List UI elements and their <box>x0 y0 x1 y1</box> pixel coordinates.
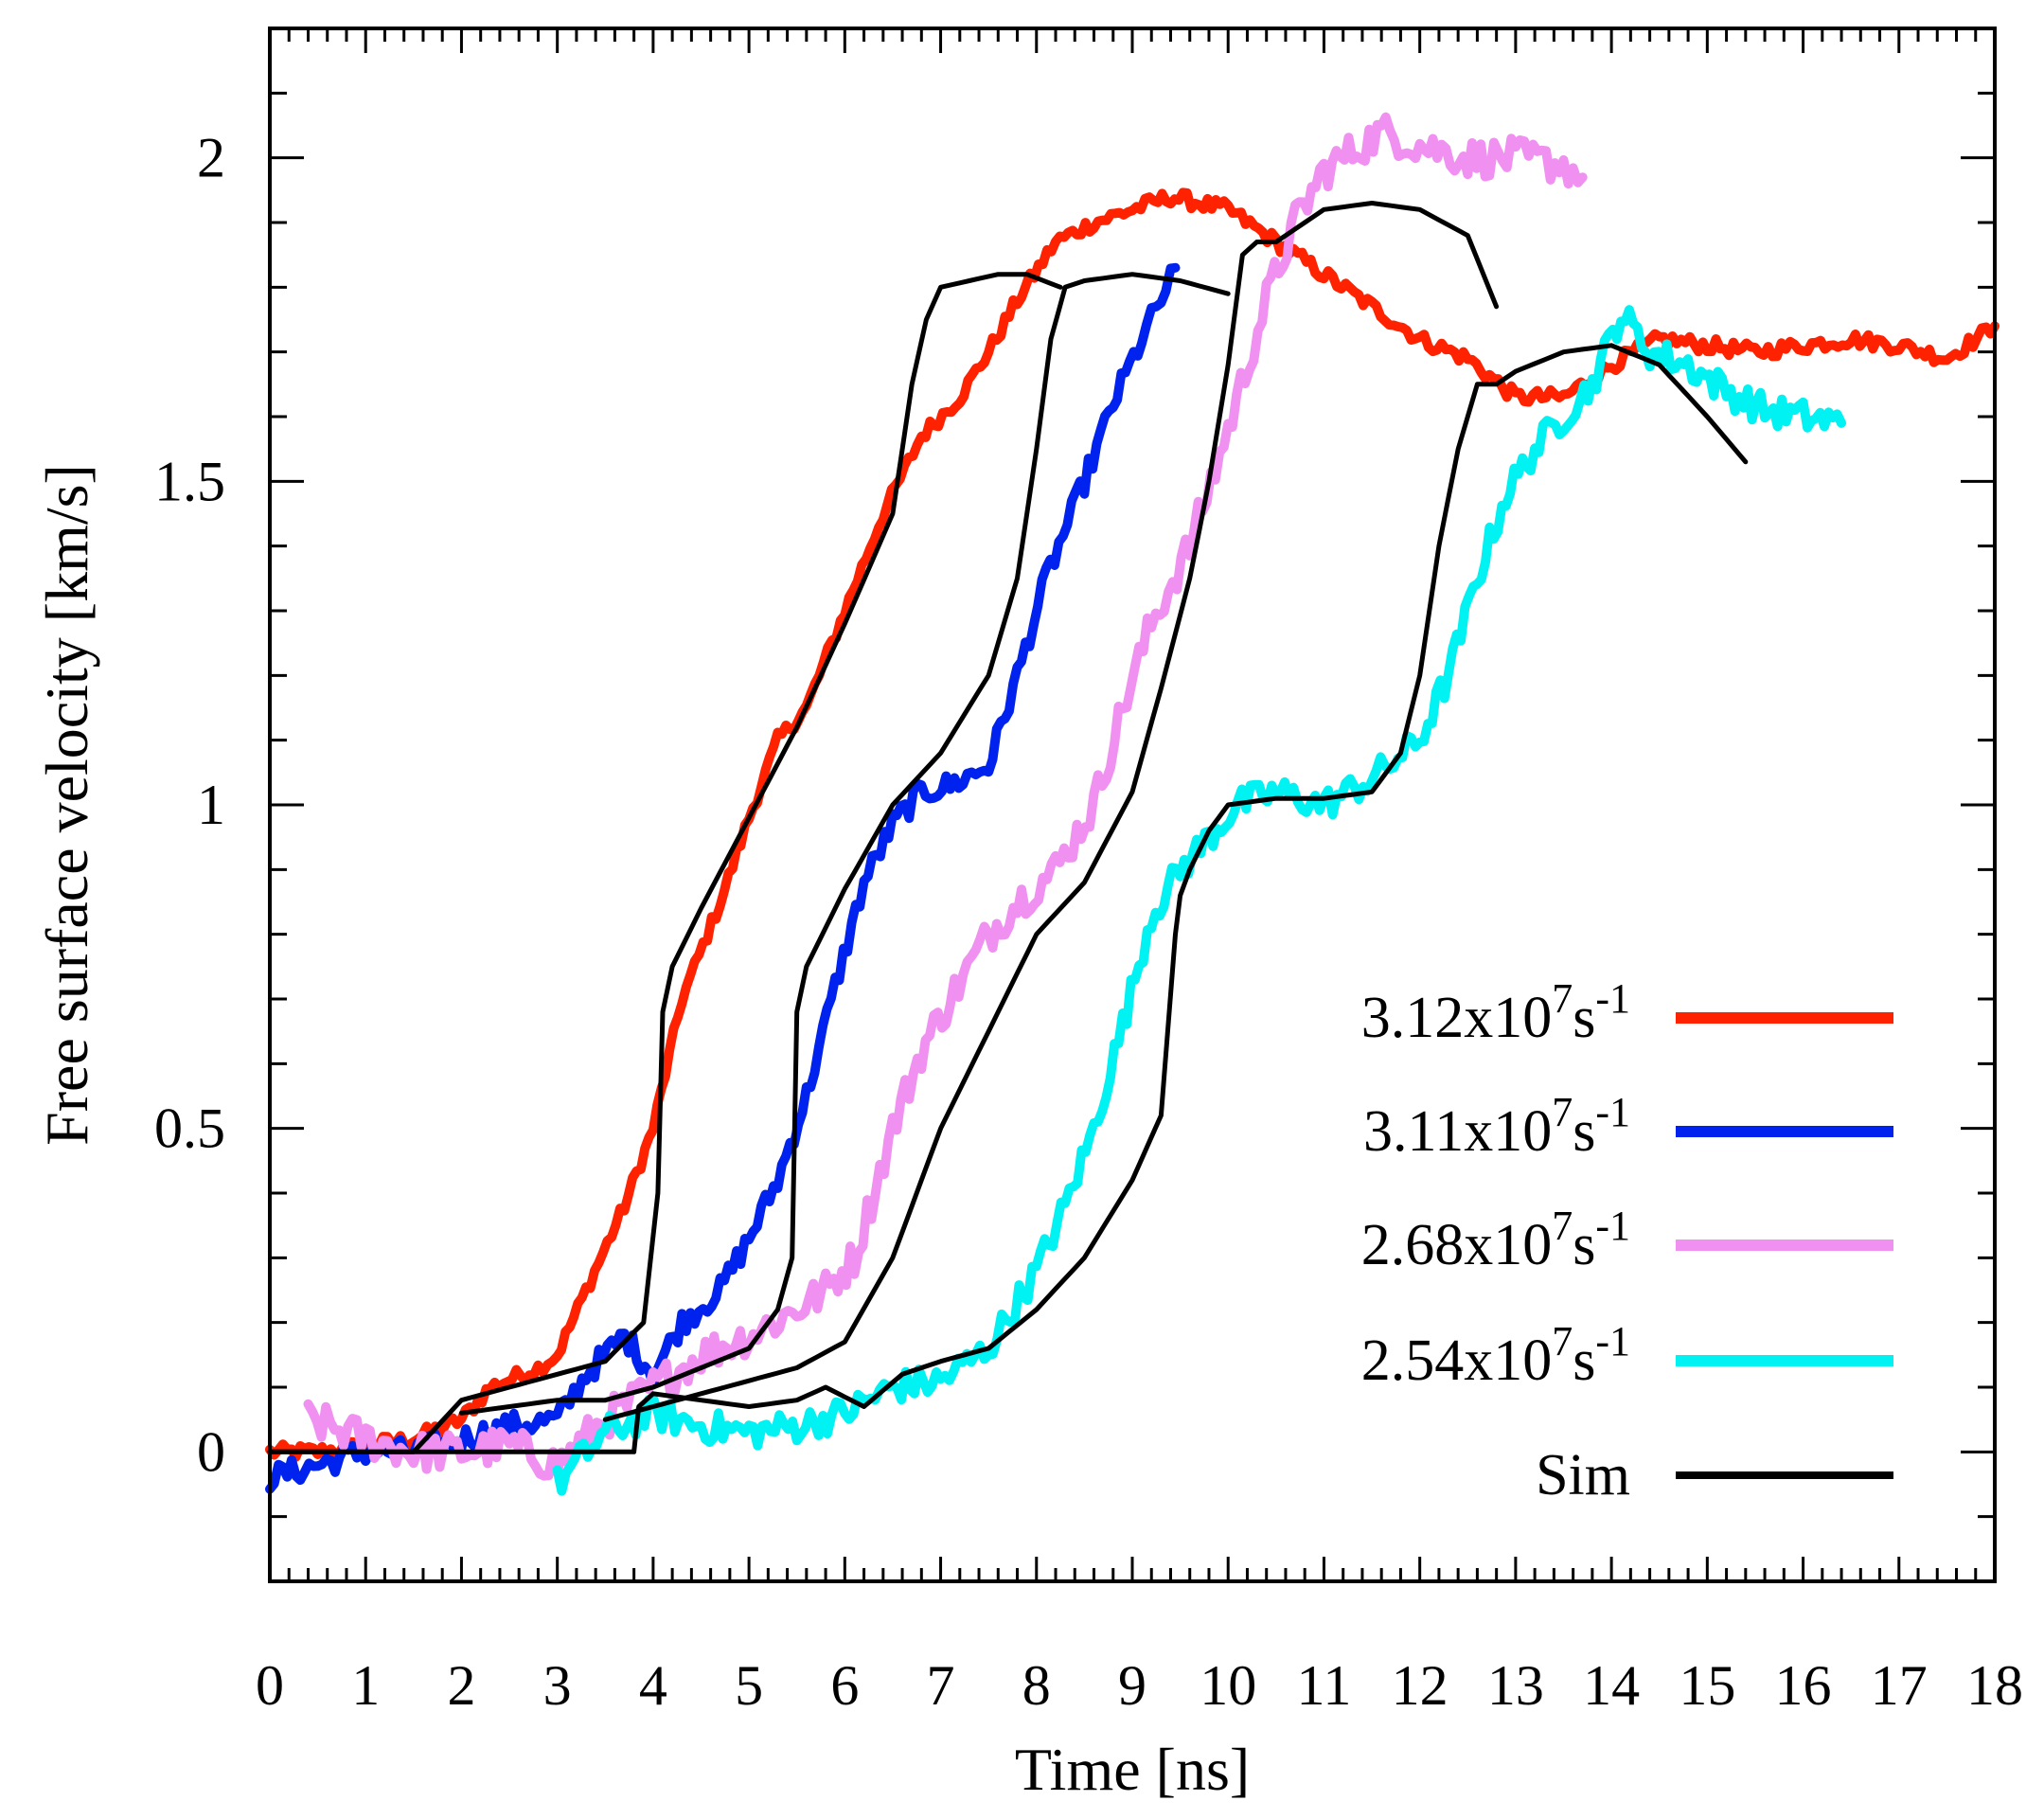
legend-base: 2.54x10 <box>1361 1329 1553 1393</box>
legend-exponent: 7 <box>1552 1089 1573 1135</box>
y-tick-labels: 0 0.5 1 1.5 2 <box>154 127 225 1484</box>
legend-unit: s <box>1573 986 1595 1050</box>
series-cyan <box>552 305 1846 1496</box>
x-tick-labels: 0 1 2 3 4 5 6 7 8 9 10 11 12 13 14 15 16 17 18 <box>256 1654 2023 1717</box>
series-sim4 <box>267 343 1749 1454</box>
legend-unit-exponent: -1 <box>1595 975 1630 1022</box>
x-tick-label: 14 <box>1583 1654 1640 1717</box>
series-sim2 <box>458 272 1231 1416</box>
x-tick-label: 9 <box>1118 1654 1146 1717</box>
series-violet <box>303 112 1588 1481</box>
series-layer <box>265 112 2000 1496</box>
x-tick-label: 8 <box>1022 1654 1051 1717</box>
legend-unit-exponent: -1 <box>1595 1089 1630 1135</box>
legend-label-sim: Sim <box>1536 1443 1630 1507</box>
legend-exponent: 7 <box>1552 975 1573 1022</box>
y-tick-label: 1 <box>197 774 225 836</box>
legend-exponent: 7 <box>1552 1203 1573 1249</box>
legend-label-red: 3.12x107s-1 <box>1361 975 1630 1050</box>
x-tick-label: 3 <box>543 1654 572 1717</box>
legend-base: Sim <box>1536 1443 1630 1507</box>
legend-unit: s <box>1573 1099 1595 1164</box>
legend: 3.12x107s-13.11x107s-12.68x107s-12.54x10… <box>1361 975 1893 1507</box>
legend-unit: s <box>1573 1213 1595 1277</box>
x-tick-label: 7 <box>927 1654 955 1717</box>
series-red <box>265 187 2000 1462</box>
series-sim1 <box>267 272 1063 1454</box>
legend-unit-exponent: -1 <box>1595 1203 1630 1249</box>
x-tick-label: 12 <box>1392 1654 1449 1717</box>
legend-label-violet: 2.68x107s-1 <box>1361 1203 1630 1277</box>
legend-label-blue: 3.11x107s-1 <box>1363 1089 1630 1164</box>
y-tick-label: 2 <box>197 127 225 189</box>
legend-base: 2.68x10 <box>1361 1213 1553 1277</box>
y-tick-label: 0.5 <box>154 1097 225 1160</box>
x-tick-label: 6 <box>830 1654 859 1717</box>
x-tick-label: 18 <box>1966 1654 2023 1717</box>
y-axis-label: Free surface velocity [km/s] <box>33 464 100 1146</box>
y-tick-label: 1.5 <box>154 450 225 512</box>
x-tick-label: 4 <box>639 1654 667 1717</box>
x-tick-label: 0 <box>256 1654 284 1717</box>
legend-unit: s <box>1573 1329 1595 1393</box>
plot-frame <box>268 27 1997 1583</box>
x-axis-label: Time [ns] <box>1015 1736 1250 1803</box>
x-tick-label: 2 <box>447 1654 475 1717</box>
tick-marks <box>268 27 1997 1581</box>
legend-exponent: 7 <box>1552 1318 1573 1364</box>
series-sim3 <box>602 201 1500 1422</box>
x-tick-label: 15 <box>1679 1654 1735 1717</box>
x-tick-label: 1 <box>351 1654 380 1717</box>
legend-base: 3.12x10 <box>1361 986 1553 1050</box>
x-tick-label: 11 <box>1297 1654 1352 1717</box>
x-tick-label: 17 <box>1871 1654 1928 1717</box>
legend-unit-exponent: -1 <box>1595 1318 1630 1364</box>
x-tick-label: 13 <box>1487 1654 1544 1717</box>
legend-label-cyan: 2.54x107s-1 <box>1361 1318 1630 1393</box>
x-tick-label: 10 <box>1200 1654 1256 1717</box>
legend-base: 3.11x10 <box>1363 1099 1552 1164</box>
y-tick-label: 0 <box>197 1420 225 1483</box>
x-tick-label: 5 <box>735 1654 763 1717</box>
x-tick-label: 16 <box>1775 1654 1832 1717</box>
